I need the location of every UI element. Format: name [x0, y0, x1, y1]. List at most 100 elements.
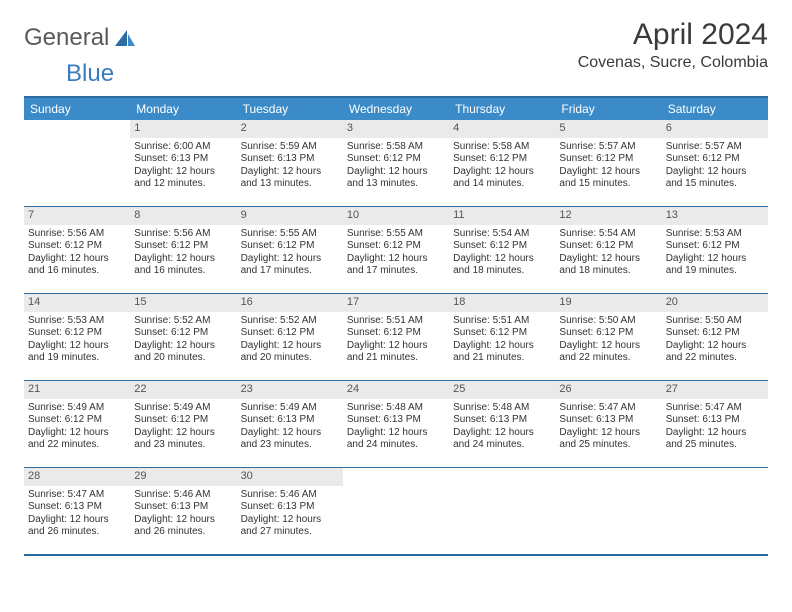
day-number: 23 — [237, 381, 343, 399]
day-text: Sunrise: 5:55 AM Sunset: 6:12 PM Dayligh… — [347, 228, 445, 278]
day-cell: 19 Sunrise: 5:50 AM Sunset: 6:12 PM Dayli… — [555, 294, 661, 380]
dow-cell: Friday — [555, 98, 661, 120]
day-text: Sunrise: 5:56 AM Sunset: 6:12 PM Dayligh… — [28, 228, 126, 278]
weeks-container: 1Sunrise: 6:00 AM Sunset: 6:13 PM Daylig… — [24, 120, 768, 554]
day-number: 24 — [343, 381, 449, 399]
day-cell: 24 Sunrise: 5:48 AM Sunset: 6:13 PM Dayli… — [343, 381, 449, 467]
day-number: 5 — [555, 120, 661, 138]
day-text: Sunrise: 5:54 AM Sunset: 6:12 PM Dayligh… — [453, 228, 551, 278]
day-text: Sunrise: 5:46 AM Sunset: 6:13 PM Dayligh… — [134, 489, 232, 539]
day-number: 1 — [130, 120, 236, 138]
day-number: 2 — [237, 120, 343, 138]
day-number: 15 — [130, 294, 236, 312]
day-number: 4 — [449, 120, 555, 138]
day-cell: 2 Sunrise: 5:59 AM Sunset: 6:13 PM Daylig… — [237, 120, 343, 206]
dow-cell: Wednesday — [343, 98, 449, 120]
day-number: 12 — [555, 207, 661, 225]
day-cell: 25 Sunrise: 5:48 AM Sunset: 6:13 PM Dayli… — [449, 381, 555, 467]
week-row: 14 Sunrise: 5:53 AM Sunset: 6:12 PM Dayli… — [24, 293, 768, 380]
week-row: 7Sunrise: 5:56 AM Sunset: 6:12 PM Daylig… — [24, 206, 768, 293]
day-cell: 9Sunrise: 5:55 AM Sunset: 6:12 PM Daylig… — [237, 207, 343, 293]
day-cell: 8 Sunrise: 5:56 AM Sunset: 6:12 PM Daylig… — [130, 207, 236, 293]
day-cell: 29Sunrise: 5:46 AM Sunset: 6:13 PM Dayli… — [130, 468, 236, 554]
day-number: 11 — [449, 207, 555, 225]
day-text: Sunrise: 5:49 AM Sunset: 6:12 PM Dayligh… — [134, 402, 232, 452]
day-text: Sunrise: 5:52 AM Sunset: 6:12 PM Dayligh… — [134, 315, 232, 365]
day-number: 3 — [343, 120, 449, 138]
day-text: Sunrise: 5:46 AM Sunset: 6:13 PM Dayligh… — [241, 489, 339, 539]
day-cell: 6 Sunrise: 5:57 AM Sunset: 6:12 PM Daylig… — [662, 120, 768, 206]
day-text: Sunrise: 5:54 AM Sunset: 6:12 PM Dayligh… — [559, 228, 657, 278]
day-text: Sunrise: 5:53 AM Sunset: 6:12 PM Dayligh… — [28, 315, 126, 365]
day-cell: 20 Sunrise: 5:50 AM Sunset: 6:12 PM Dayli… — [662, 294, 768, 380]
day-cell: 7 Sunrise: 5:56 AM Sunset: 6:12 PM Daylig… — [24, 207, 130, 293]
day-number: 21 — [24, 381, 130, 399]
day-cell: 10 Sunrise: 5:55 AM Sunset: 6:12 PM Dayli… — [343, 207, 449, 293]
day-of-week-header: SundayMondayTuesdayWednesdayThursdayFrid… — [24, 98, 768, 120]
day-number: 25 — [449, 381, 555, 399]
day-text: Sunrise: 5:48 AM Sunset: 6:13 PM Dayligh… — [453, 402, 551, 452]
day-number: 13 — [662, 207, 768, 225]
day-number: 28 — [24, 468, 130, 486]
day-number: 30 — [237, 468, 343, 486]
day-cell: 15 Sunrise: 5:52 AM Sunset: 6:12 PM Dayli… — [130, 294, 236, 380]
day-number: 9 — [237, 207, 343, 225]
dow-cell: Sunday — [24, 98, 130, 120]
day-text: Sunrise: 5:51 AM Sunset: 6:12 PM Dayligh… — [347, 315, 445, 365]
day-number: 27 — [662, 381, 768, 399]
day-cell: 28 Sunrise: 5:47 AM Sunset: 6:13 PM Dayli… — [24, 468, 130, 554]
day-cell: 5 Sunrise: 5:57 AM Sunset: 6:12 PM Daylig… — [555, 120, 661, 206]
day-cell: 17Sunrise: 5:51 AM Sunset: 6:12 PM Dayli… — [343, 294, 449, 380]
day-text: Sunrise: 5:57 AM Sunset: 6:12 PM Dayligh… — [559, 141, 657, 191]
day-text: Sunrise: 5:51 AM Sunset: 6:12 PM Dayligh… — [453, 315, 551, 365]
day-cell: 18 Sunrise: 5:51 AM Sunset: 6:12 PM Dayli… — [449, 294, 555, 380]
day-number: 14 — [24, 294, 130, 312]
day-cell: 13 Sunrise: 5:53 AM Sunset: 6:12 PM Dayli… — [662, 207, 768, 293]
calendar: SundayMondayTuesdayWednesdayThursdayFrid… — [24, 96, 768, 556]
week-row: 21Sunrise: 5:49 AM Sunset: 6:12 PM Dayli… — [24, 380, 768, 467]
month-title: April 2024 — [578, 18, 768, 52]
day-number: 16 — [237, 294, 343, 312]
day-cell: 12 Sunrise: 5:54 AM Sunset: 6:12 PM Dayli… — [555, 207, 661, 293]
day-number: 20 — [662, 294, 768, 312]
day-cell — [449, 468, 555, 554]
logo-sail-icon — [113, 28, 137, 48]
day-cell: 11 Sunrise: 5:54 AM Sunset: 6:12 PM Dayli… — [449, 207, 555, 293]
day-cell: 14 Sunrise: 5:53 AM Sunset: 6:12 PM Dayli… — [24, 294, 130, 380]
day-number: 19 — [555, 294, 661, 312]
day-cell — [555, 468, 661, 554]
day-number: 7 — [24, 207, 130, 225]
logo-text-general: General — [24, 24, 109, 52]
day-cell: 3 Sunrise: 5:58 AM Sunset: 6:12 PM Daylig… — [343, 120, 449, 206]
logo-text-blue: Blue — [66, 60, 114, 88]
day-text: Sunrise: 5:47 AM Sunset: 6:13 PM Dayligh… — [666, 402, 764, 452]
dow-cell: Monday — [130, 98, 236, 120]
day-text: Sunrise: 5:59 AM Sunset: 6:13 PM Dayligh… — [241, 141, 339, 191]
day-text: Sunrise: 5:47 AM Sunset: 6:13 PM Dayligh… — [28, 489, 126, 539]
day-text: Sunrise: 5:58 AM Sunset: 6:12 PM Dayligh… — [347, 141, 445, 191]
day-text: Sunrise: 5:56 AM Sunset: 6:12 PM Dayligh… — [134, 228, 232, 278]
day-cell: 22 Sunrise: 5:49 AM Sunset: 6:12 PM Dayli… — [130, 381, 236, 467]
day-text: Sunrise: 5:53 AM Sunset: 6:12 PM Dayligh… — [666, 228, 764, 278]
day-number: 8 — [130, 207, 236, 225]
day-number: 22 — [130, 381, 236, 399]
day-number: 18 — [449, 294, 555, 312]
day-text: Sunrise: 5:48 AM Sunset: 6:13 PM Dayligh… — [347, 402, 445, 452]
day-text: Sunrise: 5:49 AM Sunset: 6:13 PM Dayligh… — [241, 402, 339, 452]
day-cell: 21 Sunrise: 5:49 AM Sunset: 6:12 PM Dayli… — [24, 381, 130, 467]
day-number: 6 — [662, 120, 768, 138]
logo: General — [24, 18, 139, 52]
day-number: 10 — [343, 207, 449, 225]
day-cell: 27 Sunrise: 5:47 AM Sunset: 6:13 PM Dayli… — [662, 381, 768, 467]
day-text: Sunrise: 5:49 AM Sunset: 6:12 PM Dayligh… — [28, 402, 126, 452]
day-cell: 1Sunrise: 6:00 AM Sunset: 6:13 PM Daylig… — [130, 120, 236, 206]
location-label: Covenas, Sucre, Colombia — [578, 54, 768, 72]
day-text: Sunrise: 5:50 AM Sunset: 6:12 PM Dayligh… — [559, 315, 657, 365]
day-text: Sunrise: 5:50 AM Sunset: 6:12 PM Dayligh… — [666, 315, 764, 365]
dow-cell: Tuesday — [237, 98, 343, 120]
day-text: Sunrise: 5:57 AM Sunset: 6:12 PM Dayligh… — [666, 141, 764, 191]
day-number: 26 — [555, 381, 661, 399]
day-cell: 16Sunrise: 5:52 AM Sunset: 6:12 PM Dayli… — [237, 294, 343, 380]
day-cell — [24, 120, 130, 206]
day-cell: 30 Sunrise: 5:46 AM Sunset: 6:13 PM Dayli… — [237, 468, 343, 554]
